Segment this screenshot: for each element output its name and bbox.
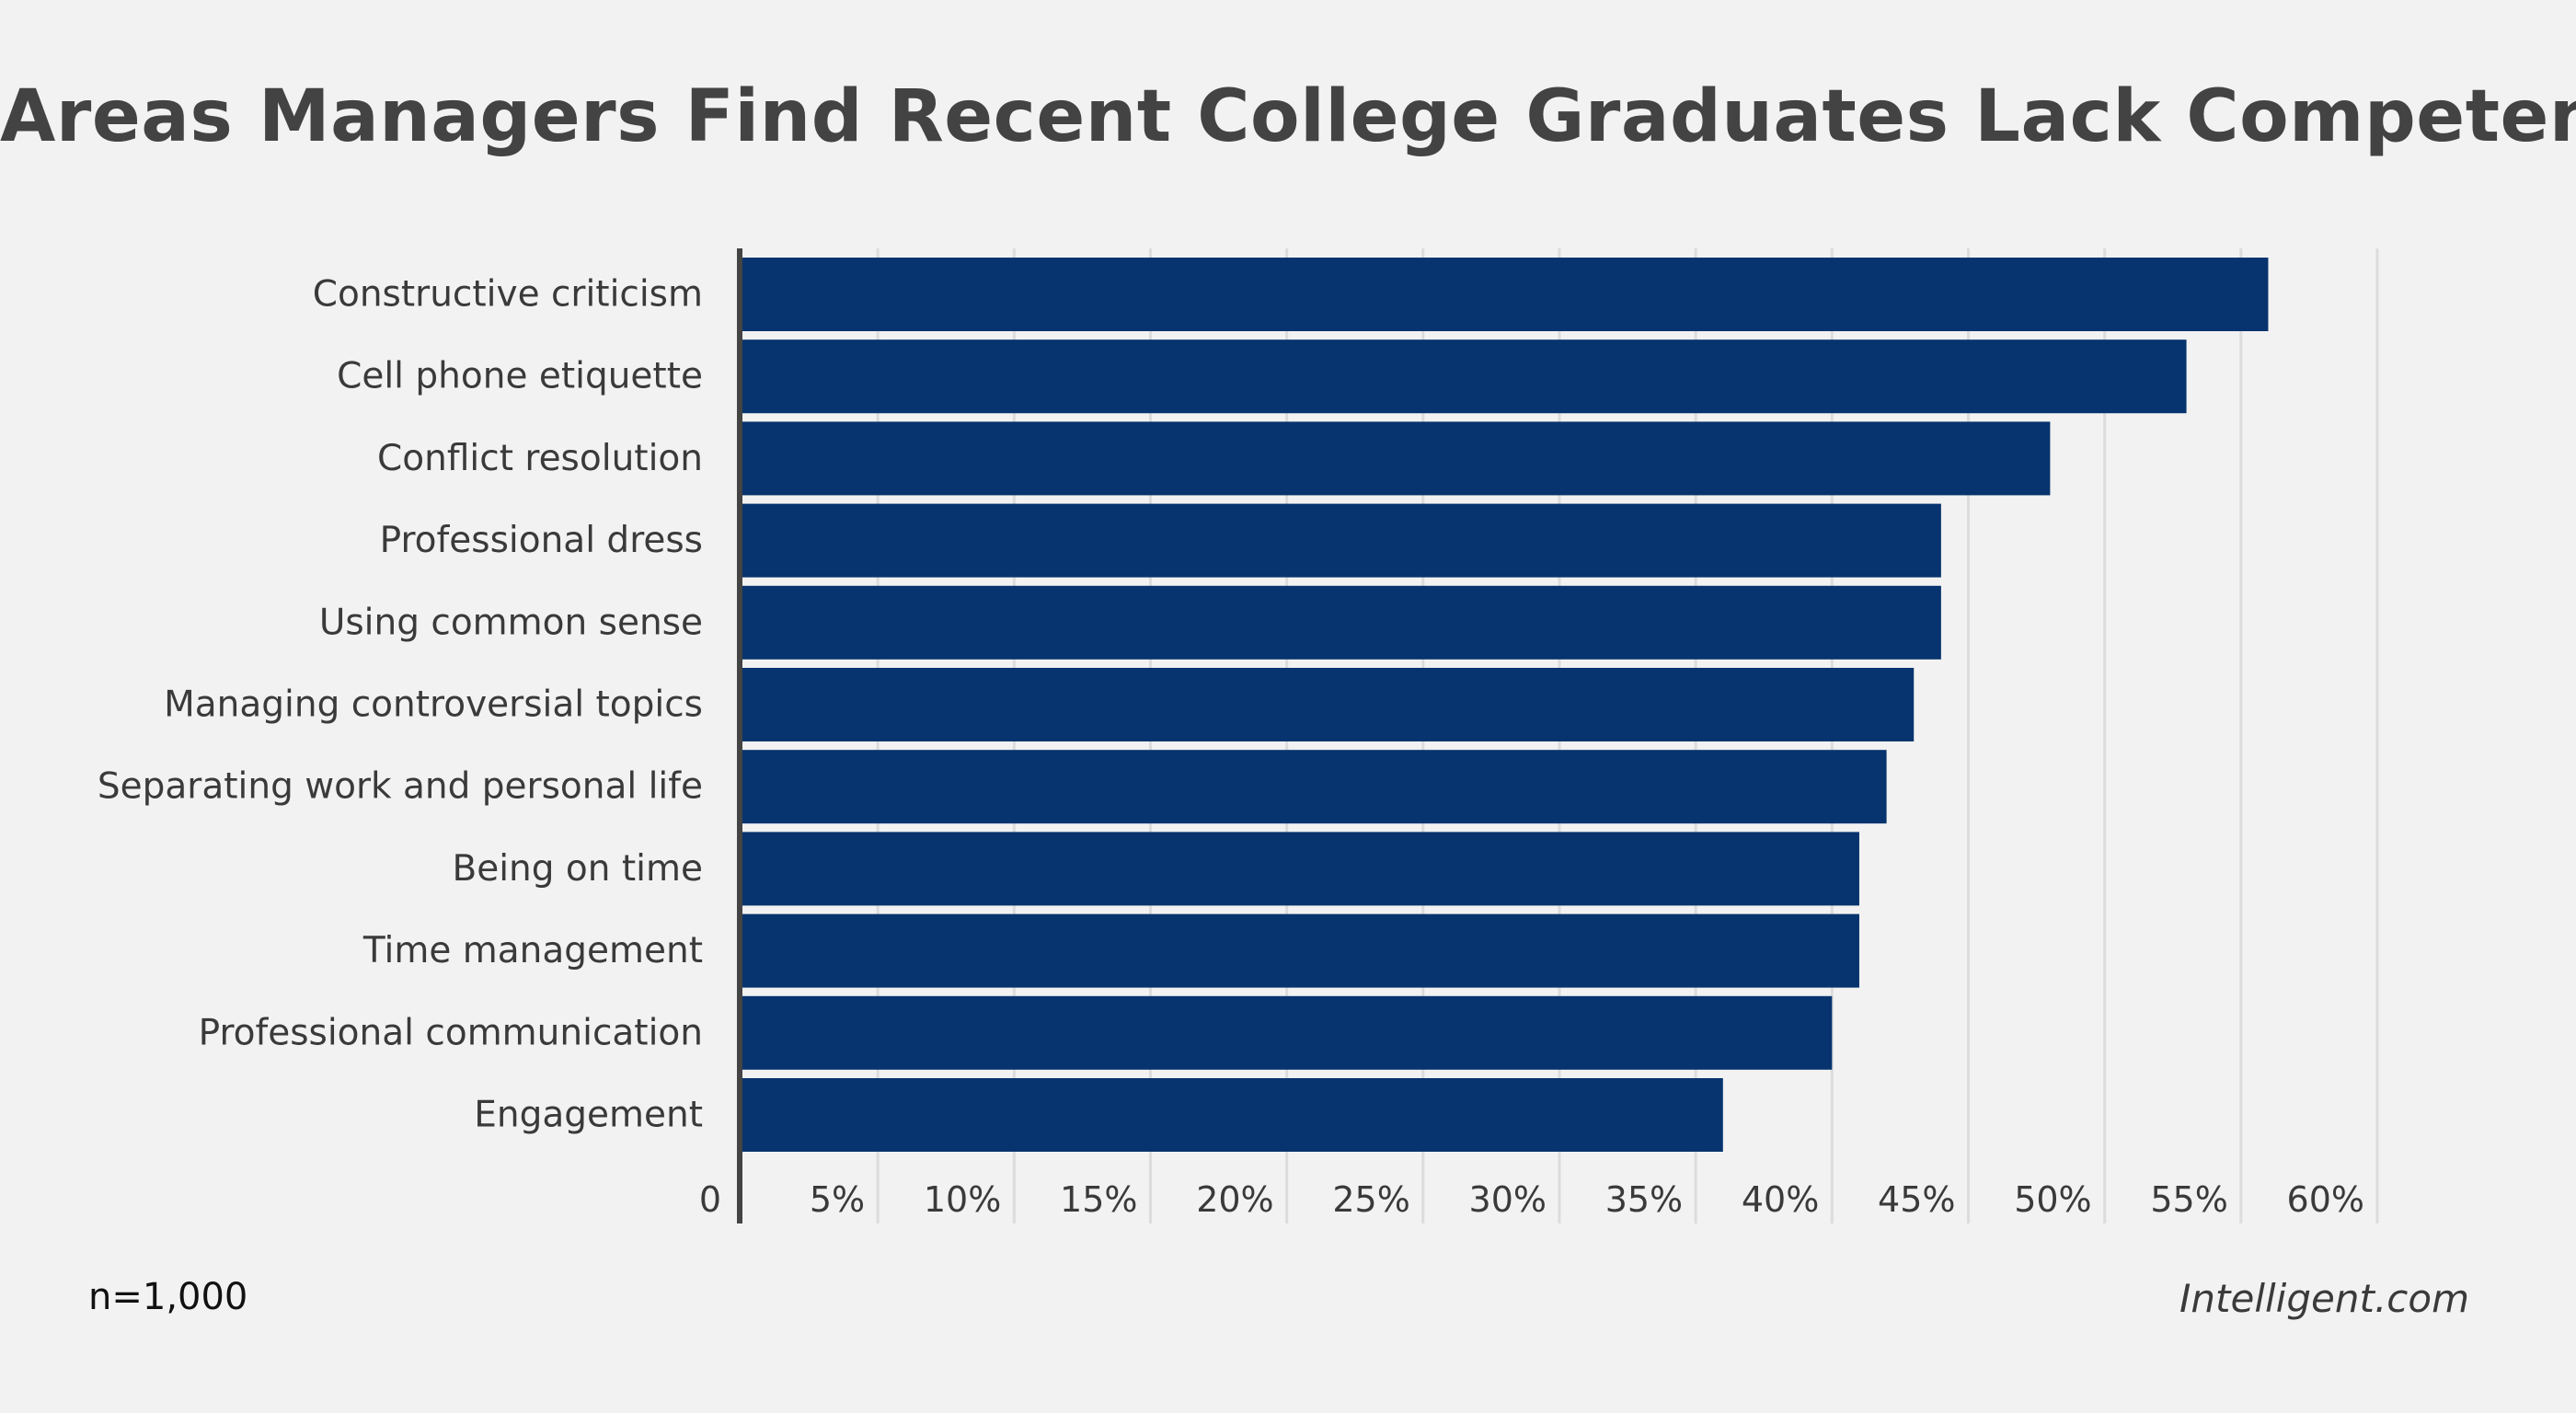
x-tick-label: 15%: [1060, 1179, 1137, 1220]
category-label: Time management: [362, 930, 703, 971]
x-tick-label: 5%: [810, 1179, 865, 1220]
bar: [742, 913, 1859, 988]
x-tick-label: 50%: [2014, 1179, 2091, 1220]
bar: [742, 585, 1941, 660]
bar: [742, 832, 1859, 906]
x-tick-label: 10%: [924, 1179, 1001, 1220]
chart-title: Areas Managers Find Recent College Gradu…: [0, 75, 2576, 158]
source-credit: Intelligent.com: [2179, 1276, 2469, 1321]
bar: [742, 668, 1915, 741]
bar: [742, 503, 1941, 578]
category-label: Separating work and personal life: [98, 766, 703, 808]
bar: [742, 258, 2269, 331]
bar: [742, 421, 2051, 496]
bar: [742, 1078, 1723, 1152]
category-label: Managing controversial topics: [164, 684, 703, 726]
x-tick-label: 60%: [2287, 1179, 2364, 1220]
category-label: Constructive criticism: [313, 274, 703, 316]
x-tick-label: 40%: [1742, 1179, 1819, 1220]
category-label: Using common sense: [319, 602, 703, 643]
x-tick-label: 20%: [1196, 1179, 1273, 1220]
category-labels: Constructive criticism Cell phone etiquet…: [98, 274, 703, 1136]
bar: [742, 339, 2187, 414]
bar: [742, 750, 1887, 824]
x-tick-label: 35%: [1605, 1179, 1683, 1220]
sample-size-note: n=1,000: [88, 1276, 248, 1318]
category-label: Conflict resolution: [377, 438, 703, 479]
x-tick-label: 25%: [1332, 1179, 1409, 1220]
bar: [742, 995, 1833, 1070]
x-tick-label: 30%: [1469, 1179, 1547, 1220]
category-label: Professional dress: [380, 520, 703, 561]
category-label: Being on time: [452, 848, 703, 890]
category-label: Professional communication: [199, 1012, 703, 1053]
x-tick-labels: 0 5% 10% 15% 20% 25% 30% 35% 40% 45% 50% 55% 60%: [699, 1179, 2364, 1220]
x-tick-label: 45%: [1878, 1179, 1955, 1220]
category-label: Engagement: [474, 1095, 703, 1136]
x-tick-label: 0: [699, 1179, 721, 1220]
category-label: Cell phone etiquette: [337, 356, 703, 397]
x-tick-label: 55%: [2150, 1179, 2227, 1220]
bars: [742, 258, 2269, 1152]
